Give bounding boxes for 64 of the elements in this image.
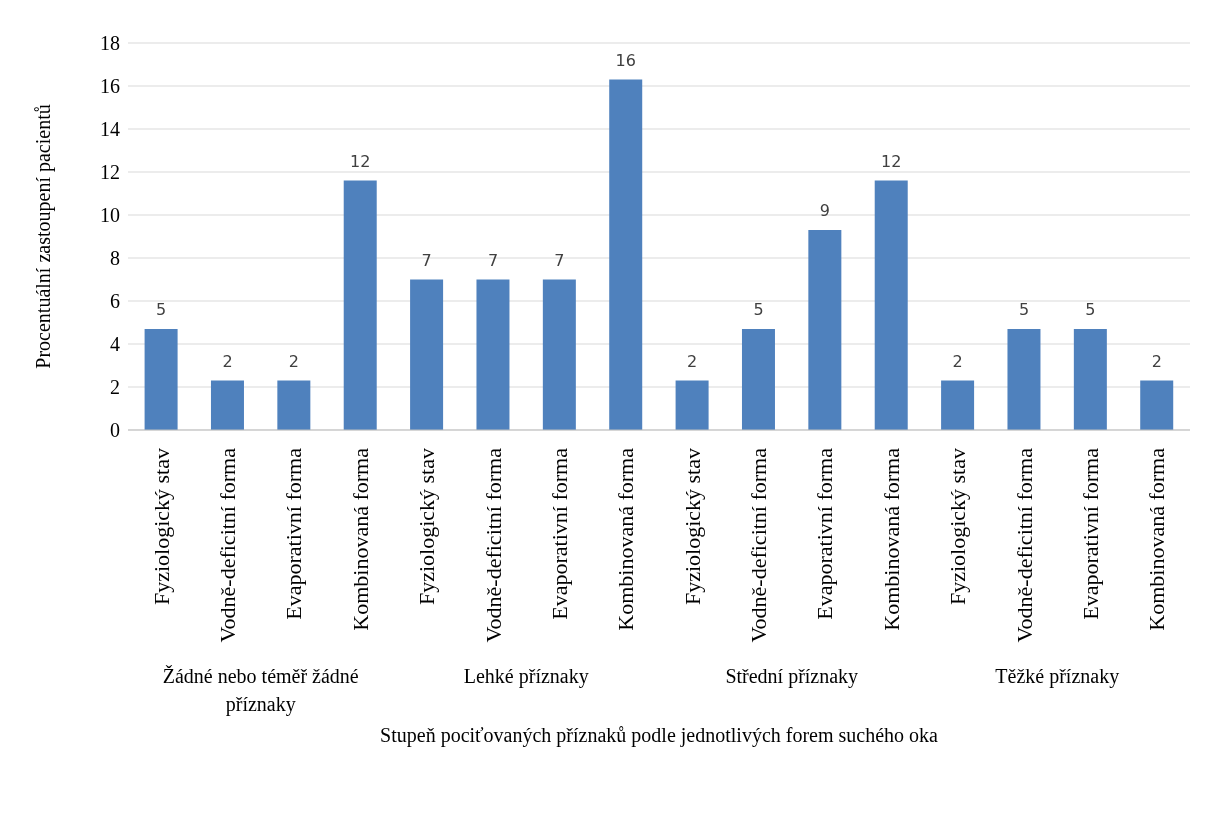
bar [609,79,643,430]
x-tick-label: Fyziologický stav [148,448,174,606]
y-axis-title: Procentuální zastoupení pacientů [32,104,56,369]
bar [808,230,842,430]
x-tick-label: Vodně-deficitní forma [480,447,506,643]
data-label: 12 [350,151,371,171]
data-label: 2 [952,351,963,371]
bar [1007,328,1041,430]
data-label: 9 [819,201,830,221]
bar [210,380,244,430]
bar [874,180,908,430]
data-label: 7 [554,250,565,270]
data-label: 5 [1085,299,1096,319]
x-tick-label: Kombinovaná forma [1144,447,1170,631]
bar [1073,328,1107,430]
x-tick-label: Fyziologický stav [679,448,705,606]
bar [476,279,510,430]
data-label: 7 [487,250,499,270]
data-label: 5 [1018,299,1030,319]
y-tick-label: 16 [100,75,120,98]
bar [1140,380,1174,430]
x-axis-title: Stupeň pociťovaných příznaků podle jednotlivých forem suchého oka [379,724,939,747]
bar [542,279,576,430]
x-tick-label: Vodně-deficitní forma [215,447,241,643]
x-tick-label: Evaporativní forma [1077,447,1103,620]
x-tick-label: Kombinovaná forma [347,447,373,631]
data-label: 16 [615,50,636,70]
x-tick-label: Fyziologický stav [414,448,440,606]
data-label: 7 [421,250,432,270]
x-tick-label: Evaporativní forma [546,447,572,620]
y-tick-label: 6 [110,290,120,313]
data-label: 5 [753,299,764,319]
bar [343,180,377,430]
data-label: 2 [1151,351,1162,371]
text: Žádné nebo téměř žádné příznaky [161,664,360,718]
text: Lehké příznaky [462,664,590,690]
x-tick-label: Vodně-deficitní forma [1011,447,1037,643]
y-tick-label: 0 [110,419,120,442]
y-tick-label: 14 [100,118,120,141]
y-tick-label: 2 [110,376,120,399]
y-tick-label: 12 [100,161,120,184]
x-tick-label: Evaporativní forma [812,447,838,620]
bar [941,380,975,430]
x-tick-label: Kombinovaná forma [613,447,639,631]
y-tick-label: 18 [100,32,120,55]
text: Těžké příznaky [994,664,1121,690]
data-label: 12 [881,151,902,171]
bar [144,328,178,430]
x-tick-label: Fyziologický stav [945,448,971,606]
x-tick-label: Evaporativní forma [281,447,307,620]
data-label: 2 [288,351,299,371]
bar [675,380,709,430]
x-tick-label: Kombinovaná forma [878,447,904,631]
text: Střední příznaky [724,664,860,690]
bar [410,279,444,430]
data-label: 2 [687,351,698,371]
x-tick-label: Vodně-deficitní forma [746,447,772,643]
y-tick-label: 10 [100,204,120,227]
y-tick-label: 8 [110,247,120,270]
bar [277,380,311,430]
data-label: 5 [156,299,167,319]
data-label: 2 [222,351,233,371]
y-tick-label: 4 [110,333,120,356]
bar [741,328,775,430]
